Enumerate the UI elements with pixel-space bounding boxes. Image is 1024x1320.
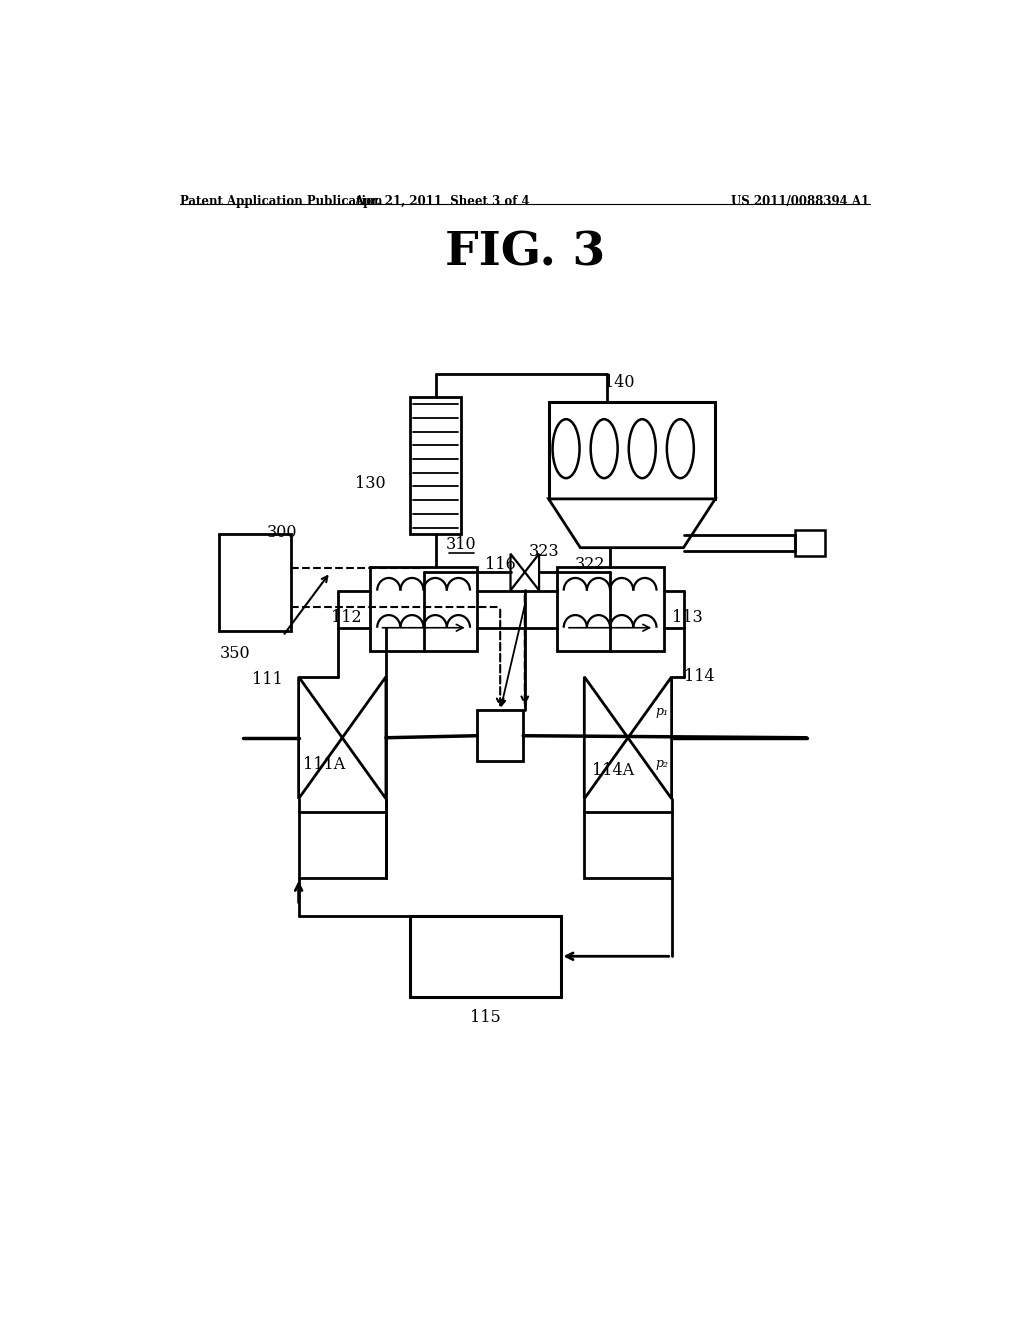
Text: Apr. 21, 2011  Sheet 3 of 4: Apr. 21, 2011 Sheet 3 of 4 [353,195,529,209]
Ellipse shape [591,420,617,478]
Ellipse shape [553,420,580,478]
Text: 115: 115 [470,1008,501,1026]
Bar [410,916,560,997]
Text: 310: 310 [446,536,476,553]
Text: 322: 322 [574,557,605,573]
Bar [549,403,715,499]
Text: p₁: p₁ [655,705,669,718]
Polygon shape [511,554,524,590]
Bar [299,812,386,878]
Text: 111A: 111A [303,755,345,772]
Bar [477,710,523,762]
Polygon shape [628,677,672,799]
Polygon shape [549,499,715,548]
Text: 112: 112 [332,610,362,626]
Text: 114A: 114A [592,762,635,779]
Polygon shape [585,677,628,799]
Ellipse shape [667,420,694,478]
Text: 113: 113 [672,610,702,626]
Text: 111: 111 [252,672,283,688]
Text: 350: 350 [219,645,250,661]
Text: 116: 116 [485,557,516,573]
Text: 130: 130 [355,475,386,492]
Bar [795,531,824,556]
Bar [585,812,672,878]
Text: Patent Application Publication: Patent Application Publication [179,195,382,209]
Bar [370,568,477,651]
Bar [557,568,664,651]
Text: US 2011/0088394 A1: US 2011/0088394 A1 [731,195,869,209]
Text: 323: 323 [528,544,559,560]
Text: 114: 114 [684,668,714,685]
Bar [219,535,291,631]
Text: 140: 140 [604,374,635,391]
Polygon shape [299,677,342,799]
Text: p₂: p₂ [655,756,669,770]
Bar [410,397,461,535]
Ellipse shape [629,420,655,478]
Text: FIG. 3: FIG. 3 [444,230,605,276]
Polygon shape [342,677,386,799]
Polygon shape [524,554,539,590]
Text: 300: 300 [267,524,297,541]
